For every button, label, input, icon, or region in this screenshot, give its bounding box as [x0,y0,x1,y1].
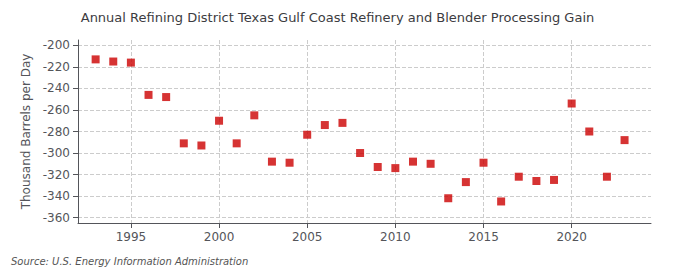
svg-text:-360: -360 [43,211,70,225]
svg-text:2005: 2005 [292,230,323,244]
svg-text:-220: -220 [43,60,70,74]
svg-text:-340: -340 [43,189,70,203]
svg-text:-300: -300 [43,146,70,160]
svg-text:Source: U.S. Energy Informatio: Source: U.S. Energy Information Administ… [11,256,248,267]
svg-text:2010: 2010 [380,230,411,244]
svg-text:-280: -280 [43,125,70,139]
svg-text:2000: 2000 [204,230,235,244]
svg-text:1995: 1995 [116,230,147,244]
svg-text:-200: -200 [43,38,70,52]
svg-text:Thousand Barrels per Day: Thousand Barrels per Day [19,54,33,211]
svg-text:-320: -320 [43,168,70,182]
svg-text:2020: 2020 [556,230,587,244]
svg-text:-240: -240 [43,81,70,95]
svg-text:Annual Refining District Texas: Annual Refining District Texas Gulf Coas… [81,10,595,25]
svg-text:-260: -260 [43,103,70,117]
svg-text:2015: 2015 [468,230,499,244]
